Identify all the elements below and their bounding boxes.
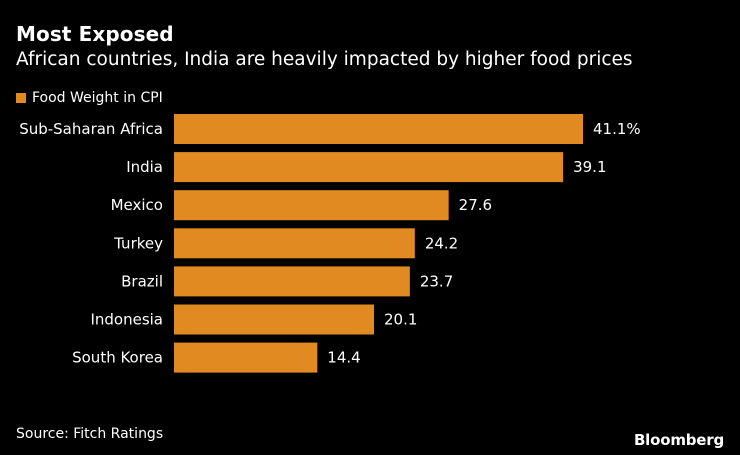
value-label: 23.7 [420, 272, 453, 290]
source-note: Source: Fitch Ratings [16, 426, 164, 442]
bar-mexico [174, 190, 449, 221]
legend-label: Food Weight in CPI [32, 90, 163, 106]
bar-brazil [174, 266, 410, 297]
chart-subtitle: African countries, India are heavily imp… [16, 49, 633, 70]
legend: Food Weight in CPI [16, 90, 163, 106]
category-label: South Korea [72, 349, 163, 367]
value-label: 24.2 [425, 234, 458, 252]
chart-title: Most Exposed [16, 22, 174, 46]
value-label: 27.6 [459, 196, 492, 214]
category-label: Indonesia [90, 311, 163, 329]
bar-sub-saharan-africa [174, 114, 583, 144]
bloomberg-logo: Bloomberg [633, 431, 724, 449]
bar-indonesia [174, 304, 375, 335]
bar-south-korea [174, 342, 318, 373]
value-label: 20.1 [384, 311, 417, 329]
category-label: Sub-Saharan Africa [19, 120, 163, 138]
value-label: 39.1 [573, 158, 606, 176]
value-label: 14.4 [327, 349, 360, 367]
bar-india [174, 152, 564, 183]
category-label: India [126, 158, 163, 176]
bar-turkey [174, 228, 415, 259]
category-label: Mexico [111, 196, 163, 214]
category-label: Turkey [113, 234, 163, 252]
value-label: 41.1% [593, 120, 641, 138]
category-label: Brazil [121, 272, 163, 290]
legend-swatch [16, 93, 26, 103]
